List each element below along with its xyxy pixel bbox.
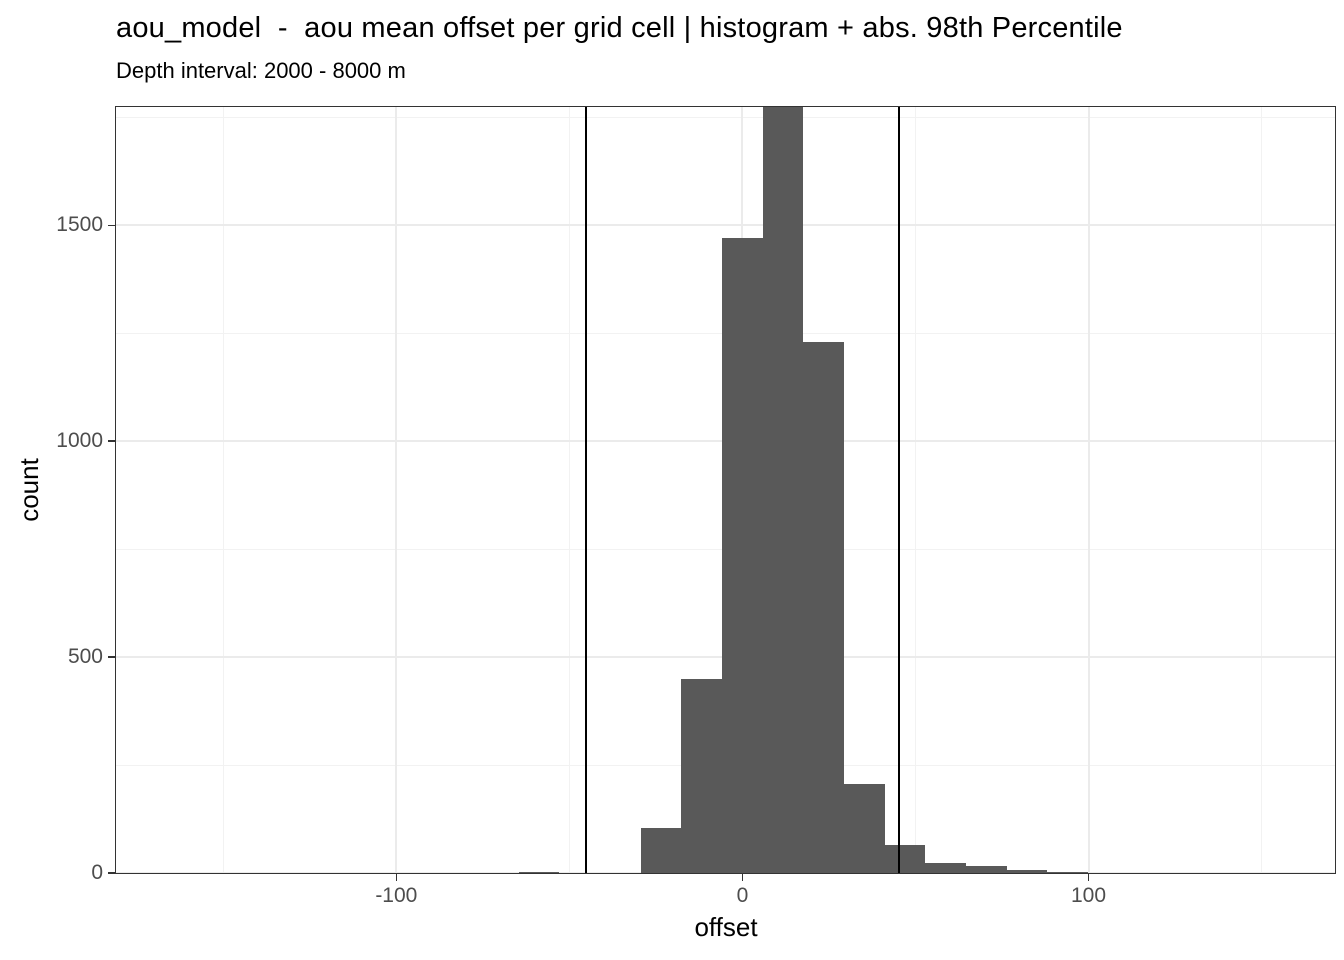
histogram-bar xyxy=(884,844,926,873)
y-tick-label: 1500 xyxy=(56,213,103,237)
histogram-bar xyxy=(966,866,1007,873)
histogram-bar xyxy=(518,872,560,873)
gridline-x-minor xyxy=(568,107,570,873)
x-tick-mark xyxy=(395,874,398,881)
y-tick-mark xyxy=(108,872,115,874)
histogram-bar xyxy=(1006,869,1048,873)
histogram-bar xyxy=(1047,872,1089,873)
x-tick-label: 0 xyxy=(736,884,749,907)
y-axis-title: count xyxy=(14,458,44,522)
x-tick-mark xyxy=(1087,874,1090,881)
percentile-line xyxy=(585,107,588,873)
chart-title: aou_model - aou mean offset per grid cel… xyxy=(116,12,1123,44)
y-tick-label: 0 xyxy=(91,861,103,884)
histogram-bar xyxy=(803,341,845,873)
histogram-bar xyxy=(844,784,885,873)
gridline-x-major xyxy=(395,107,398,873)
gridline-x-major xyxy=(1087,107,1090,873)
y-tick-label: 500 xyxy=(67,645,103,669)
gridline-x-minor xyxy=(222,107,224,873)
y-tick-mark xyxy=(108,224,115,227)
gridline-y-minor xyxy=(116,116,1336,118)
gridline-x-minor xyxy=(914,107,916,873)
y-tick-mark xyxy=(108,440,115,442)
y-tick-label: 1000 xyxy=(56,429,103,453)
histogram-bar xyxy=(640,827,682,873)
histogram-bar xyxy=(762,107,804,873)
x-tick-label: -100 xyxy=(375,884,418,907)
histogram-bar xyxy=(722,238,763,873)
x-axis-title: offset xyxy=(694,912,758,942)
percentile-line xyxy=(897,107,900,873)
gridline-y-major xyxy=(116,224,1336,227)
x-tick-label: 100 xyxy=(1071,884,1107,907)
histogram-bar xyxy=(681,678,723,873)
chart-subtitle: Depth interval: 2000 - 8000 m xyxy=(116,58,406,83)
gridline-x-minor xyxy=(1261,107,1263,873)
histogram-bar xyxy=(925,862,967,873)
y-tick-mark xyxy=(108,656,115,658)
x-tick-mark xyxy=(741,874,744,881)
